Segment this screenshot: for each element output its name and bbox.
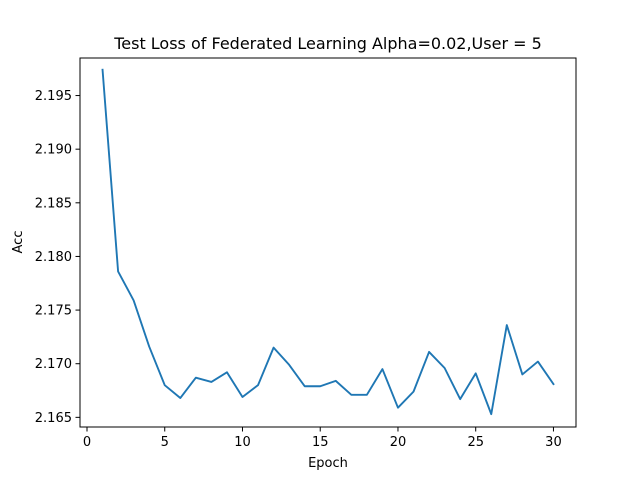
chart-title: Test Loss of Federated Learning Alpha=0.… (113, 34, 542, 53)
x-tick-label: 25 (467, 435, 484, 450)
y-tick-label: 2.175 (35, 304, 72, 319)
x-axis-label: Epoch (308, 456, 348, 471)
x-tick-label: 30 (545, 435, 562, 450)
y-tick-label: 2.170 (35, 357, 72, 372)
x-tick-label: 20 (390, 435, 407, 450)
x-tick-label: 0 (83, 435, 91, 450)
y-tick-label: 2.165 (35, 411, 72, 426)
y-axis-label: Acc (11, 231, 26, 254)
series-line-0 (101, 68, 555, 416)
y-tick-label: 2.190 (35, 143, 72, 158)
plot-area: 0 5 10 15 20 25 30 2.165 2.170 2.175 2.180 2.185 2.1… (35, 57, 577, 450)
x-tick-label: 10 (234, 435, 251, 450)
y-tick-label: 2.180 (35, 250, 72, 265)
x-tick-label: 15 (312, 435, 329, 450)
y-tick-label: 2.195 (35, 89, 72, 104)
y-tick-label: 2.185 (35, 196, 72, 211)
x-tick-label: 5 (161, 435, 169, 450)
plot-frame (79, 57, 577, 428)
